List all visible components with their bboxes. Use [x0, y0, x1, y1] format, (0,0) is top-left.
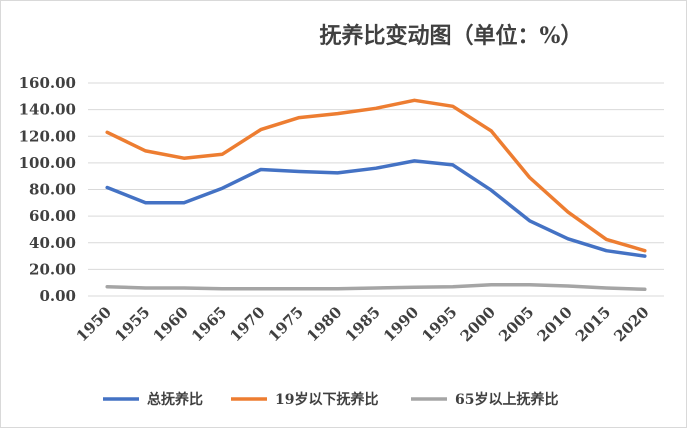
x-tick-label: 1990: [380, 303, 422, 345]
legend-label-2: 65岁以上抚养比: [455, 391, 558, 408]
x-tick-label: 1985: [342, 303, 384, 345]
legend-label-1: 19岁以下抚养比: [275, 391, 378, 408]
series-lines: [105, 98, 647, 292]
x-tick-label: 1960: [150, 303, 192, 345]
x-axis-tick-labels: 1950195519601965197019751980198519901995…: [73, 303, 653, 345]
y-tick-label: 80.00: [29, 181, 76, 199]
series-line-1: [105, 98, 647, 253]
x-tick-label: 2010: [534, 303, 576, 345]
x-tick-label: 1950: [73, 303, 115, 345]
x-tick-label: 1965: [188, 303, 230, 345]
x-tick-label: 1975: [265, 303, 307, 345]
y-tick-label: 120.00: [19, 127, 76, 145]
y-tick-label: 40.00: [29, 234, 76, 252]
y-tick-label: 100.00: [19, 154, 76, 172]
series-line-0: [105, 159, 647, 258]
x-tick-label: 2000: [457, 303, 499, 345]
y-tick-label: 20.00: [29, 260, 76, 278]
y-tick-label: 0.00: [39, 287, 76, 305]
y-tick-label: 60.00: [29, 207, 76, 225]
gridlines: [88, 82, 664, 297]
y-axis-tick-labels: 0.00 20.00 40.00 60.00 80.00 100.00 120.00 140.…: [19, 74, 76, 305]
legend-label-0: 总抚养比: [147, 391, 203, 408]
y-tick-label: 140.00: [19, 101, 76, 119]
legend: 总抚养比 19岁以下抚养比 65岁以上抚养比: [103, 391, 558, 408]
x-tick-label: 1955: [111, 303, 153, 345]
x-tick-label: 2020: [610, 303, 652, 345]
x-tick-label: 1980: [303, 303, 345, 345]
x-tick-label: 2005: [495, 303, 537, 345]
x-tick-label: 2015: [572, 303, 614, 345]
x-tick-label: 1970: [226, 303, 268, 345]
y-tick-label: 160.00: [19, 74, 76, 92]
x-tick-label: 1995: [418, 303, 460, 345]
series-line-2: [105, 282, 647, 292]
chart-title: 抚养比变动图（单位：%）: [320, 23, 583, 49]
